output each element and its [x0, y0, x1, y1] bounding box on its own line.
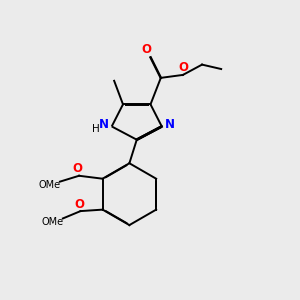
- Text: O: O: [178, 61, 188, 74]
- Text: H: H: [92, 124, 99, 134]
- Text: O: O: [74, 198, 84, 211]
- Text: O: O: [73, 162, 82, 175]
- Text: O: O: [141, 44, 151, 56]
- Text: OMe: OMe: [41, 217, 64, 227]
- Text: OMe: OMe: [39, 180, 61, 190]
- Text: N: N: [165, 118, 175, 131]
- Text: N: N: [98, 118, 109, 131]
